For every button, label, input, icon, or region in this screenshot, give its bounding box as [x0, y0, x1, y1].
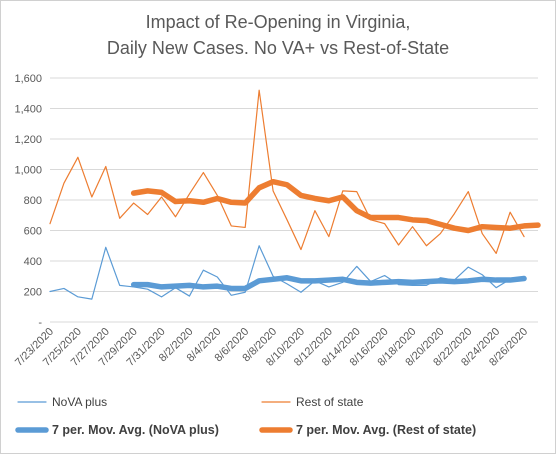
y-tick-label: - [38, 317, 42, 329]
legend-label: Rest of state [296, 395, 364, 409]
chart-title-line-1: Impact of Re-Opening in Virginia, [146, 12, 411, 32]
y-tick-label: 1,000 [14, 165, 42, 177]
y-axis-ticks: - 200 400 600 800 1,000 1,200 1,400 1,600 [14, 73, 42, 329]
legend-label: 7 per. Mov. Avg. (NoVA plus) [52, 423, 219, 437]
y-tick-label: 400 [24, 256, 42, 268]
legend: NoVA plus Rest of state 7 per. Mov. Avg. (… [15, 395, 476, 437]
series-line-4 [130, 178, 541, 234]
y-tick-label: 1,600 [14, 73, 42, 85]
y-tick-label: 200 [24, 287, 42, 299]
legend-label: NoVA plus [52, 395, 107, 409]
series-lines [49, 89, 541, 300]
y-tick-label: 800 [24, 195, 42, 207]
y-tick-label: 1,200 [14, 134, 42, 146]
y-tick-label: 1,400 [14, 104, 42, 116]
x-axis-ticks: 7/23/20207/25/20207/27/20207/29/20207/31… [13, 326, 530, 369]
series-line-3 [130, 275, 527, 292]
legend-label: 7 per. Mov. Avg. (Rest of state) [296, 423, 476, 437]
chart-title-line-2: Daily New Cases. No VA+ vs Rest-of-State [107, 38, 449, 58]
y-tick-label: 600 [24, 226, 42, 238]
